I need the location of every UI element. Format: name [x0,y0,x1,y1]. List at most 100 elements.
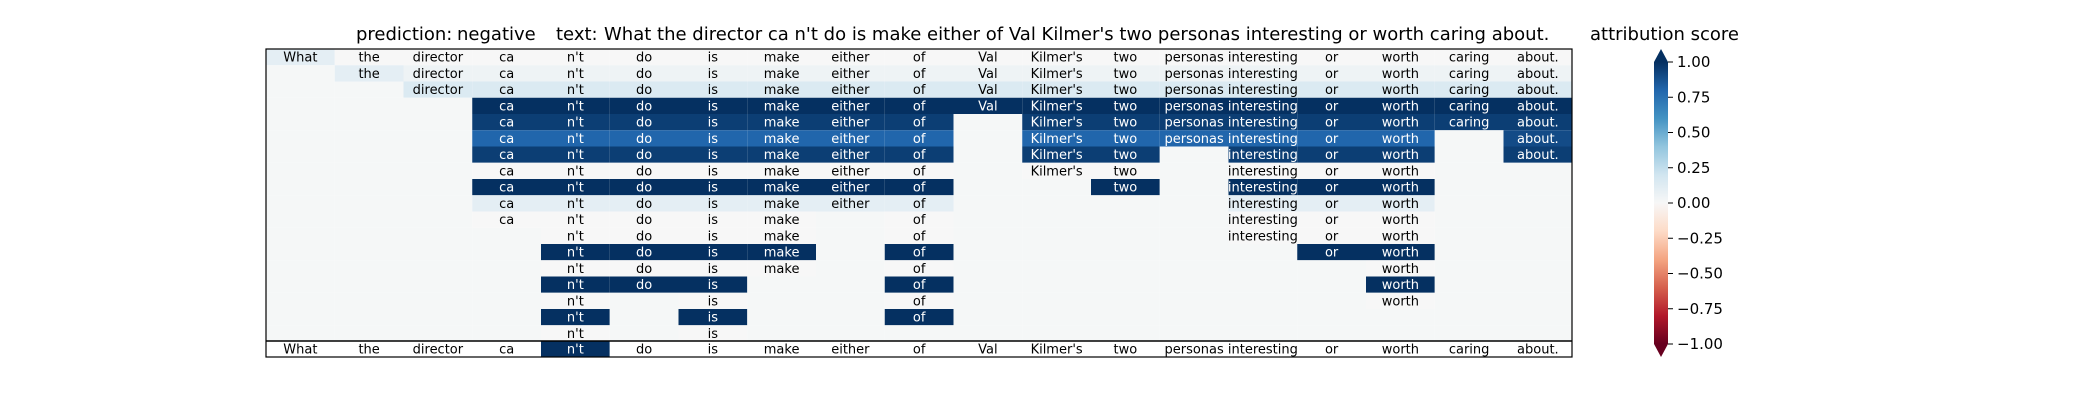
cell-token-label: personas [1164,132,1224,147]
heatmap-cell [884,49,954,66]
heatmap-cell [953,260,1023,277]
cell-token-label: interesting [1228,99,1298,114]
input-token-cell [1297,341,1366,357]
colorbar-tick-label: 1.00 [1677,53,1710,71]
cell-token-label: make [764,132,800,147]
cell-token-label: do [636,51,652,66]
heatmap-cell [472,97,541,114]
cell-token-label: worth [1382,262,1419,277]
heatmap-cell [1503,97,1573,114]
heatmap-cell [953,244,1023,261]
cell-token-label: is [708,327,719,342]
heatmap-cell [1434,325,1504,342]
cell-token-label: make [764,213,800,228]
heatmap-cell [1228,276,1298,293]
heatmap-cell [1022,130,1091,147]
colorbar-tick-label: −0.50 [1677,265,1723,283]
heatmap-cell [609,49,679,66]
heatmap-cell [541,81,610,98]
heatmap-cell [1503,81,1573,98]
heatmap-cell [266,292,335,309]
input-token-label: caring [1449,343,1490,358]
heatmap-cell [1297,260,1366,277]
highlighted-input-token-cell [541,341,610,357]
cell-token-label: interesting [1228,51,1298,66]
input-token-label: Kilmer's [1031,343,1083,358]
heatmap-cell [1022,65,1091,82]
cell-token-label: is [708,278,719,293]
heatmap-cell [1228,227,1298,244]
cell-token-label: do [636,229,652,244]
heatmap-cell [816,195,885,212]
heatmap-cell [1022,81,1091,98]
heatmap-cell [1503,211,1573,228]
heatmap-cell [1022,211,1091,228]
cell-token-label: n't [567,229,584,244]
heatmap-cell [1366,65,1435,82]
cell-token-label: interesting [1228,181,1298,196]
cell-token-label: either [831,116,870,131]
heatmap-cell [541,276,610,293]
cell-token-label: of [913,67,926,82]
cell-token-label: make [764,116,800,131]
cell-token-label: ca [499,164,514,179]
cell-token-label: interesting [1228,229,1298,244]
heatmap-cell [816,49,885,66]
heatmap-cell [1503,195,1573,212]
cell-token-label: interesting [1228,132,1298,147]
input-token-label: is [708,343,719,358]
heatmap-cell [1366,81,1435,98]
heatmap-cell [1022,195,1091,212]
heatmap-cell [884,130,954,147]
colorbar-tick-label: −1.00 [1677,335,1723,353]
heatmap-cell [816,211,885,228]
heatmap-cell [678,114,748,131]
cell-token-label: worth [1382,278,1419,293]
heatmap-cell [1434,162,1504,179]
heatmap-cell [1434,97,1504,114]
heatmap-cell [1297,81,1366,98]
heatmap-cell [678,260,748,277]
cell-token-label: about. [1517,132,1559,147]
heatmap-cell [1228,325,1298,342]
heatmap-cell [747,244,816,261]
cell-token-label: worth [1382,164,1419,179]
heatmap-cell [541,244,610,261]
heatmap-cell [678,179,748,196]
cell-token-label: of [913,278,926,293]
cell-token-label: do [636,164,652,179]
heatmap-cell [1366,244,1435,261]
heatmap-cell [334,227,404,244]
heatmap-cell [1297,162,1366,179]
cell-token-label: interesting [1228,67,1298,82]
heatmap-cell [1297,227,1366,244]
cell-token-label: personas [1164,67,1224,82]
cell-token-label: n't [567,67,584,82]
input-token-cell [1022,341,1091,357]
heatmap-cell [403,325,473,342]
heatmap-cell [609,309,679,326]
cell-token-label: make [764,246,800,261]
heatmap-cell [816,244,885,261]
heatmap-cell [953,227,1023,244]
cell-token-label: or [1325,197,1339,212]
heatmap-cell [334,114,404,131]
heatmap-cell [678,325,748,342]
heatmap-cell [266,114,335,131]
heatmap-cell [678,97,748,114]
cell-token-label: or [1325,99,1339,114]
input-token-label: about. [1517,343,1559,358]
cell-token-label: ca [499,83,514,98]
cell-token-label: interesting [1228,116,1298,131]
heatmap-cell [266,211,335,228]
heatmap-cell [1091,162,1160,179]
heatmap-cell [334,179,404,196]
heatmap-cell [403,309,473,326]
input-token-cell [1366,341,1435,357]
heatmap-cell [609,65,679,82]
cell-token-label: about. [1517,116,1559,131]
cell-token-label: is [708,197,719,212]
cell-token-label: n't [567,164,584,179]
heatmap-cell [1091,309,1160,326]
cell-token-label: Val [978,51,997,66]
